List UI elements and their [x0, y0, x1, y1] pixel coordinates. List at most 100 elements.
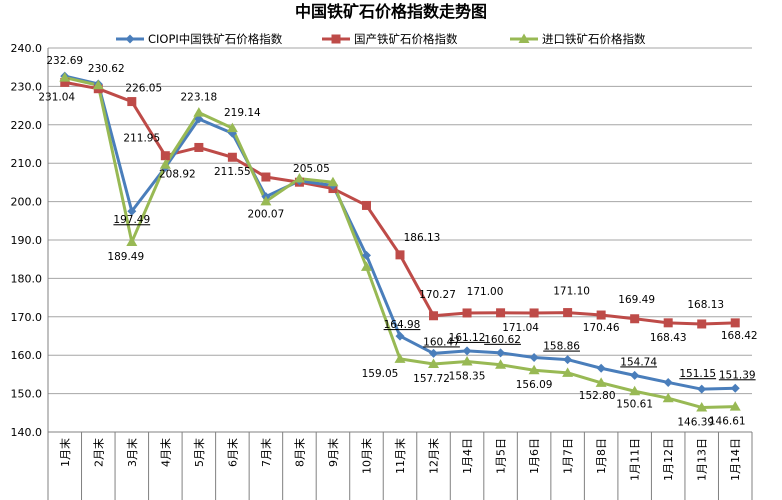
data-label: 205.05	[293, 163, 330, 175]
data-label: 226.05	[125, 83, 162, 95]
data-point	[394, 353, 406, 363]
y-tick-label: 220.0	[11, 119, 43, 132]
x-tick-label: 1月5日	[495, 438, 508, 474]
data-point	[596, 310, 606, 320]
data-label: 211.55	[214, 166, 251, 178]
data-label: 161.12	[449, 332, 486, 344]
data-point	[462, 346, 472, 356]
data-point	[92, 79, 104, 90]
data-label: 160.62	[484, 334, 521, 346]
data-label: 158.86	[543, 341, 580, 353]
data-label: 231.04	[38, 91, 75, 103]
chart-title: 中国铁矿石价格指数走势图	[295, 2, 487, 21]
data-label: 219.14	[224, 107, 261, 119]
data-label: 171.04	[502, 322, 539, 334]
data-label: 159.05	[362, 368, 399, 380]
legend-label: 进口铁矿石价格指数	[542, 32, 646, 46]
data-label: 146.61	[709, 416, 746, 428]
x-tick-label: 1月8日	[595, 438, 608, 474]
y-tick-label: 200.0	[11, 196, 43, 209]
data-point	[696, 401, 708, 412]
data-point	[496, 308, 506, 318]
x-tick-label: 1月7日	[562, 438, 575, 474]
y-tick-label: 160.0	[11, 349, 43, 362]
data-point	[127, 206, 137, 216]
x-tick-label: 1月末	[58, 438, 72, 467]
data-point	[563, 355, 573, 365]
data-point	[226, 122, 238, 133]
data-label: 151.39	[719, 369, 756, 381]
legend-marker	[125, 34, 135, 44]
data-point	[361, 250, 371, 260]
y-tick-label: 150.0	[11, 388, 43, 401]
y-tick-label: 190.0	[11, 234, 43, 247]
x-tick-label: 1月14日	[729, 438, 742, 481]
data-label: 158.35	[449, 371, 486, 383]
data-point	[126, 236, 138, 246]
y-tick-label: 230.0	[11, 80, 43, 93]
data-label: 164.98	[384, 319, 421, 331]
data-point	[730, 383, 740, 393]
data-point	[697, 384, 707, 394]
data-point	[429, 348, 439, 358]
x-tick-label: 12月末	[427, 438, 441, 474]
data-label: 171.00	[467, 286, 504, 298]
data-label: 232.69	[46, 55, 83, 67]
data-label: 150.61	[616, 398, 653, 410]
data-label: 211.95	[123, 133, 160, 145]
series-lines	[59, 71, 741, 412]
data-label: 146.39	[677, 416, 714, 428]
data-point	[529, 353, 539, 363]
data-point	[59, 72, 71, 82]
series-line-1	[64, 80, 736, 326]
x-tick-label: 1月12日	[662, 438, 675, 481]
x-tick-label: 3月末	[125, 438, 139, 467]
data-point	[697, 319, 707, 329]
data-label: 186.13	[404, 232, 441, 244]
legend: CIOPI中国铁矿石价格指数 国产铁矿石价格指数 进口铁矿石价格指数	[116, 32, 646, 46]
data-point	[462, 308, 472, 318]
grid-lines	[48, 47, 752, 433]
data-label: 168.42	[721, 330, 758, 342]
data-point	[429, 311, 439, 321]
y-tick-label: 140.0	[11, 426, 43, 439]
data-point	[193, 107, 205, 117]
x-tick-label: 1月11日	[629, 438, 642, 481]
x-tick-label: 2月末	[91, 438, 105, 467]
data-label: 157.72	[413, 373, 450, 385]
data-point	[261, 172, 271, 182]
x-tick-label: 11月末	[393, 438, 407, 474]
data-label: 156.09	[516, 379, 553, 391]
data-label: 154.74	[620, 356, 657, 368]
data-point	[428, 358, 440, 368]
x-axis: 1月末 2月末 3月末 4月末 5月末 6月末 7月末 8月末 9月末 10月末 11月末 12月末 1…	[47, 48, 753, 500]
legend-marker	[518, 33, 530, 43]
data-point	[496, 348, 506, 358]
data-point	[730, 318, 740, 328]
data-point	[662, 392, 674, 403]
x-tick-label: 6月末	[225, 438, 239, 467]
data-label: 230.62	[88, 63, 125, 75]
data-label: 151.15	[679, 368, 716, 380]
y-tick-label: 240.0	[11, 42, 43, 55]
x-tick-label: 1月6日	[528, 438, 541, 474]
data-point	[360, 261, 372, 271]
data-point	[260, 195, 272, 206]
data-point	[596, 363, 606, 373]
x-tick-label: 8月末	[292, 438, 306, 467]
data-point	[293, 173, 305, 183]
data-point	[563, 308, 573, 318]
data-point	[361, 200, 371, 210]
data-label: 200.07	[248, 208, 285, 220]
y-tick-label: 170.0	[11, 311, 43, 324]
data-label: 223.18	[180, 92, 217, 104]
legend-marker	[331, 34, 341, 44]
data-point	[595, 377, 607, 387]
data-point	[194, 142, 204, 152]
y-axis: 140.0 150.0 160.0 170.0 180.0 190.0 200.0 210.0…	[11, 42, 43, 439]
data-label: 189.49	[107, 251, 144, 263]
data-point	[629, 385, 641, 396]
data-point	[729, 401, 741, 411]
